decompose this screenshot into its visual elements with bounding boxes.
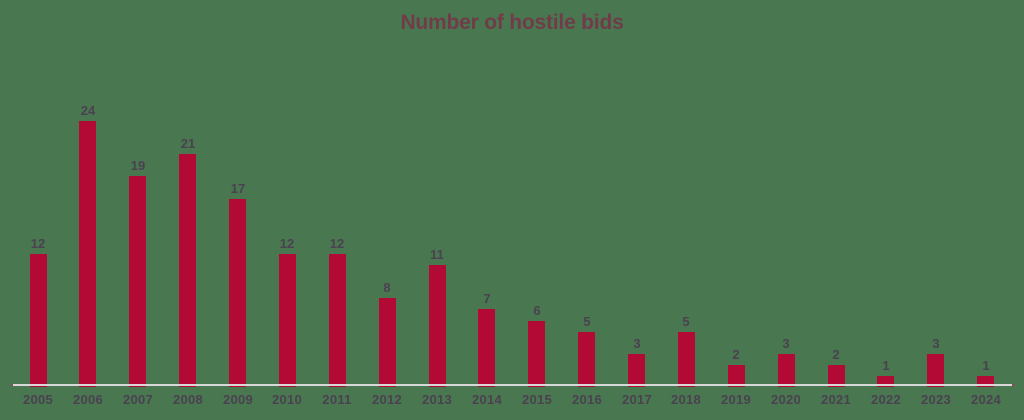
bar-value-label: 5	[682, 314, 690, 329]
x-axis-tick-label: 2024	[970, 392, 1002, 407]
bar-value-label: 3	[782, 336, 790, 351]
bar-2020	[778, 354, 795, 387]
x-axis-tick-label: 2008	[172, 392, 204, 407]
x-axis-tick-label: 2020	[770, 392, 802, 407]
bar-2018	[678, 332, 695, 387]
bar-value-label: 7	[483, 291, 491, 306]
bar-2008	[179, 154, 196, 387]
x-axis-tick-label: 2018	[670, 392, 702, 407]
x-axis-tick-label: 2023	[920, 392, 952, 407]
bar-2012	[379, 298, 396, 387]
bar-2023	[927, 354, 944, 387]
bar-2007	[129, 176, 146, 387]
bar-value-label: 2	[832, 347, 840, 362]
bar-2017	[628, 354, 645, 387]
x-axis-tick-label: 2010	[271, 392, 303, 407]
bar-2010	[279, 254, 296, 387]
bar-2006	[79, 121, 96, 387]
x-axis-tick-label: 2021	[820, 392, 852, 407]
x-axis-line	[11, 384, 1014, 386]
bar-2024	[977, 376, 994, 387]
bar-2019	[728, 365, 745, 387]
x-axis-tick-label: 2019	[720, 392, 752, 407]
bar-2016	[578, 332, 595, 387]
bar-value-label: 8	[383, 280, 391, 295]
bar-2021	[828, 365, 845, 387]
x-axis-tick-label: 2015	[521, 392, 553, 407]
chart-title: Number of hostile bids	[400, 11, 624, 34]
bar-2015	[528, 321, 545, 387]
x-axis-tick-label: 2017	[621, 392, 653, 407]
x-axis-tick-label: 2012	[371, 392, 403, 407]
bar-value-label: 19	[130, 158, 146, 173]
bar-2013	[429, 265, 446, 387]
bar-value-label: 6	[533, 303, 541, 318]
x-axis-tick-label: 2022	[870, 392, 902, 407]
bar-value-label: 5	[583, 314, 591, 329]
bar-value-label: 12	[279, 236, 295, 251]
x-axis-tick-label: 2007	[122, 392, 154, 407]
bar-value-label: 24	[80, 103, 96, 118]
bar-value-label: 17	[230, 181, 246, 196]
bar-value-label: 3	[932, 336, 940, 351]
bar-value-label: 3	[633, 336, 641, 351]
x-axis-tick-label: 2005	[22, 392, 54, 407]
bar-value-label: 21	[180, 136, 196, 151]
bar-value-label: 12	[329, 236, 345, 251]
x-axis-tick-label: 2016	[571, 392, 603, 407]
x-axis-tick-label: 2009	[222, 392, 254, 407]
bar-2022	[877, 376, 894, 387]
bar-2005	[30, 254, 47, 387]
x-axis-tick-label: 2006	[72, 392, 104, 407]
bar-value-label: 1	[882, 358, 890, 373]
bar-value-label: 1	[982, 358, 990, 373]
bar-value-label: 12	[30, 236, 46, 251]
x-axis-tick-label: 2013	[421, 392, 453, 407]
bar-value-label: 2	[732, 347, 740, 362]
x-axis-tick-label: 2011	[322, 392, 352, 407]
bar-2014	[478, 309, 495, 387]
bar-2011	[329, 254, 346, 387]
x-axis-tick-label: 2014	[471, 392, 503, 407]
bar-value-label: 11	[430, 247, 444, 262]
bar-2009	[229, 199, 246, 387]
